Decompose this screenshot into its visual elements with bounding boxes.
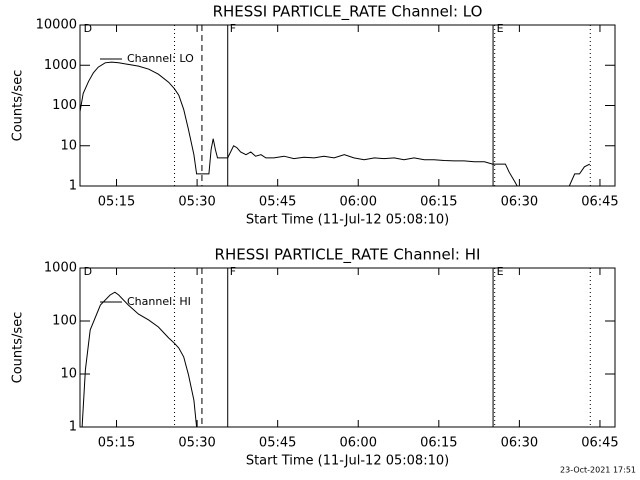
x-tick-label: 06:30 [501,195,538,210]
y-tick-label: 1000 [44,58,77,73]
plot-frame [79,267,616,428]
plot-frame [79,24,616,187]
y-tick-label: 10 [60,367,77,382]
footer: 23-Oct-2021 17:51 [560,466,636,475]
x-tick-label: 05:15 [98,195,135,210]
y-tick-label: 1000 [44,261,77,276]
chart-title: RHESSI PARTICLE_RATE Channel: LO [213,3,483,22]
x-axis-label: Start Time (11-Jul-12 05:08:10) [246,454,449,469]
event-label: F [230,22,236,35]
y-tick-label: 100 [52,98,77,113]
legend-label: Channel: HI [127,295,191,308]
x-tick-label: 05:30 [178,436,215,451]
event-label: D [84,22,92,35]
chart-title: RHESSI PARTICLE_RATE Channel: HI [215,246,481,265]
x-tick-label: 06:45 [581,436,618,451]
x-tick-label: 06:15 [420,436,457,451]
legend-label: Channel: LO [127,52,194,65]
y-tick-label: 1 [69,420,77,435]
x-axis-label: Start Time (11-Jul-12 05:08:10) [246,213,449,228]
x-tick-label: 06:30 [501,436,538,451]
y-axis-label: Counts/sec [11,70,26,142]
x-tick-label: 05:45 [259,436,296,451]
data-line [79,61,591,187]
x-tick-label: 05:45 [259,195,296,210]
y-axis-label: Counts/sec [11,312,26,384]
x-tick-label: 06:00 [340,436,377,451]
x-tick-label: 06:45 [581,195,618,210]
event-label: F [230,265,236,278]
y-tick-label: 10 [60,138,77,153]
x-tick-label: 05:15 [98,436,135,451]
y-tick-label: 10000 [36,18,77,33]
x-tick-label: 06:15 [420,195,457,210]
event-label: D [84,265,92,278]
data-line [81,291,198,428]
x-tick-label: 05:30 [178,195,215,210]
y-tick-label: 1 [69,179,77,194]
event-label: E [497,265,504,278]
event-label: E [497,22,504,35]
x-tick-label: 06:00 [340,195,377,210]
y-tick-label: 100 [52,314,77,329]
